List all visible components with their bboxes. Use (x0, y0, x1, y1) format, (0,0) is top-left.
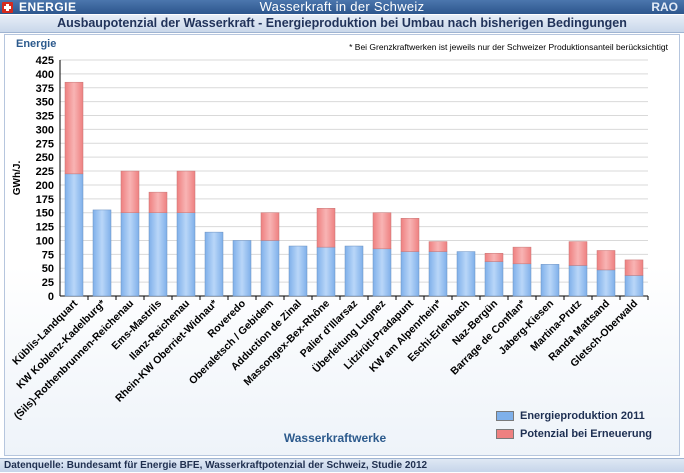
bar-potential (428, 241, 448, 252)
bar-production (120, 212, 140, 297)
bar-production (540, 264, 560, 297)
legend-item-potential: Potenzial bei Erneuerung (496, 425, 652, 443)
legend-label-production: Energieproduktion 2011 (520, 410, 645, 422)
legend-swatch-potential (496, 429, 514, 439)
bar-potential (596, 250, 616, 271)
y-axis-label: GWh/J. (12, 161, 23, 196)
bar-production (204, 231, 224, 297)
bar-potential (624, 259, 644, 276)
bar-production (512, 263, 532, 297)
chart-title: Ausbaupotenzial der Wasserkraft - Energi… (0, 15, 684, 33)
legend-item-production: Energieproduktion 2011 (496, 407, 652, 425)
corner-label: RAO (651, 0, 678, 14)
y-tick-label: 350 (36, 97, 54, 109)
legend-label-potential: Potenzial bei Erneuerung (520, 428, 653, 440)
title-bar: Wasserkraft in der Schweiz ENERGIE RAO (0, 0, 684, 14)
y-tick-label: 0 (48, 291, 54, 303)
bar-production (596, 269, 616, 297)
y-tick-label: 375 (36, 83, 54, 95)
bar-potential (120, 170, 140, 213)
bar-production (344, 245, 364, 297)
bar-production (568, 265, 588, 297)
footnote: * Bei Grenzkraftwerken ist jeweils nur d… (349, 42, 668, 52)
bar-production (232, 240, 252, 297)
app-title: Wasserkraft in der Schweiz (259, 0, 425, 14)
bar-production (316, 246, 336, 297)
bar-production (92, 209, 112, 297)
bar-production (624, 275, 644, 297)
y-tick-label: 150 (36, 208, 54, 220)
y-tick-label: 50 (42, 263, 54, 275)
bar-production (372, 248, 392, 297)
y-tick-label: 425 (36, 55, 54, 67)
y-tick-label: 175 (36, 194, 54, 206)
source-footer: Datenquelle: Bundesamt für Energie BFE, … (0, 458, 684, 472)
y-tick-label: 300 (36, 124, 54, 136)
bar-potential (372, 212, 392, 250)
y-tick-label: 325 (36, 111, 54, 123)
y-tick-label: 25 (42, 277, 54, 289)
swiss-flag-icon (2, 1, 13, 13)
x-tick-label: (Sils)-Rothenbrunnen-Reichenau (12, 298, 136, 422)
bar-production (288, 245, 308, 297)
bar-potential (176, 170, 196, 213)
bar-production (260, 240, 280, 297)
brand-label: ENERGIE (19, 0, 77, 14)
bar-potential (484, 252, 504, 262)
section-label: Energie (16, 38, 57, 50)
bar-production (176, 212, 196, 297)
legend: Energieproduktion 2011 Potenzial bei Ern… (496, 407, 652, 443)
bar-potential (316, 208, 336, 248)
y-tick-label: 125 (36, 222, 54, 234)
y-tick-label: 75 (42, 249, 54, 261)
y-tick-label: 400 (36, 69, 54, 81)
bar-potential (148, 191, 168, 213)
y-tick-label: 250 (36, 152, 54, 164)
y-tick-label: 200 (36, 180, 54, 192)
x-axis-label: Wasserkraftwerke (284, 431, 387, 445)
bar-production (456, 251, 476, 297)
bar-production (484, 261, 504, 297)
bar-potential (260, 212, 280, 241)
legend-swatch-production (496, 411, 514, 421)
bar-production (428, 251, 448, 297)
bar-production (400, 251, 420, 297)
y-tick-label: 275 (36, 138, 54, 150)
brand: ENERGIE (0, 0, 83, 14)
bar-production (64, 173, 84, 297)
chart-panel (4, 34, 680, 456)
bar-production (148, 212, 168, 297)
bar-potential (512, 246, 532, 265)
bar-potential (568, 241, 588, 266)
y-tick-label: 100 (36, 235, 54, 247)
bar-potential (400, 218, 420, 252)
y-tick-label: 225 (36, 166, 54, 178)
bar-potential (64, 81, 84, 175)
